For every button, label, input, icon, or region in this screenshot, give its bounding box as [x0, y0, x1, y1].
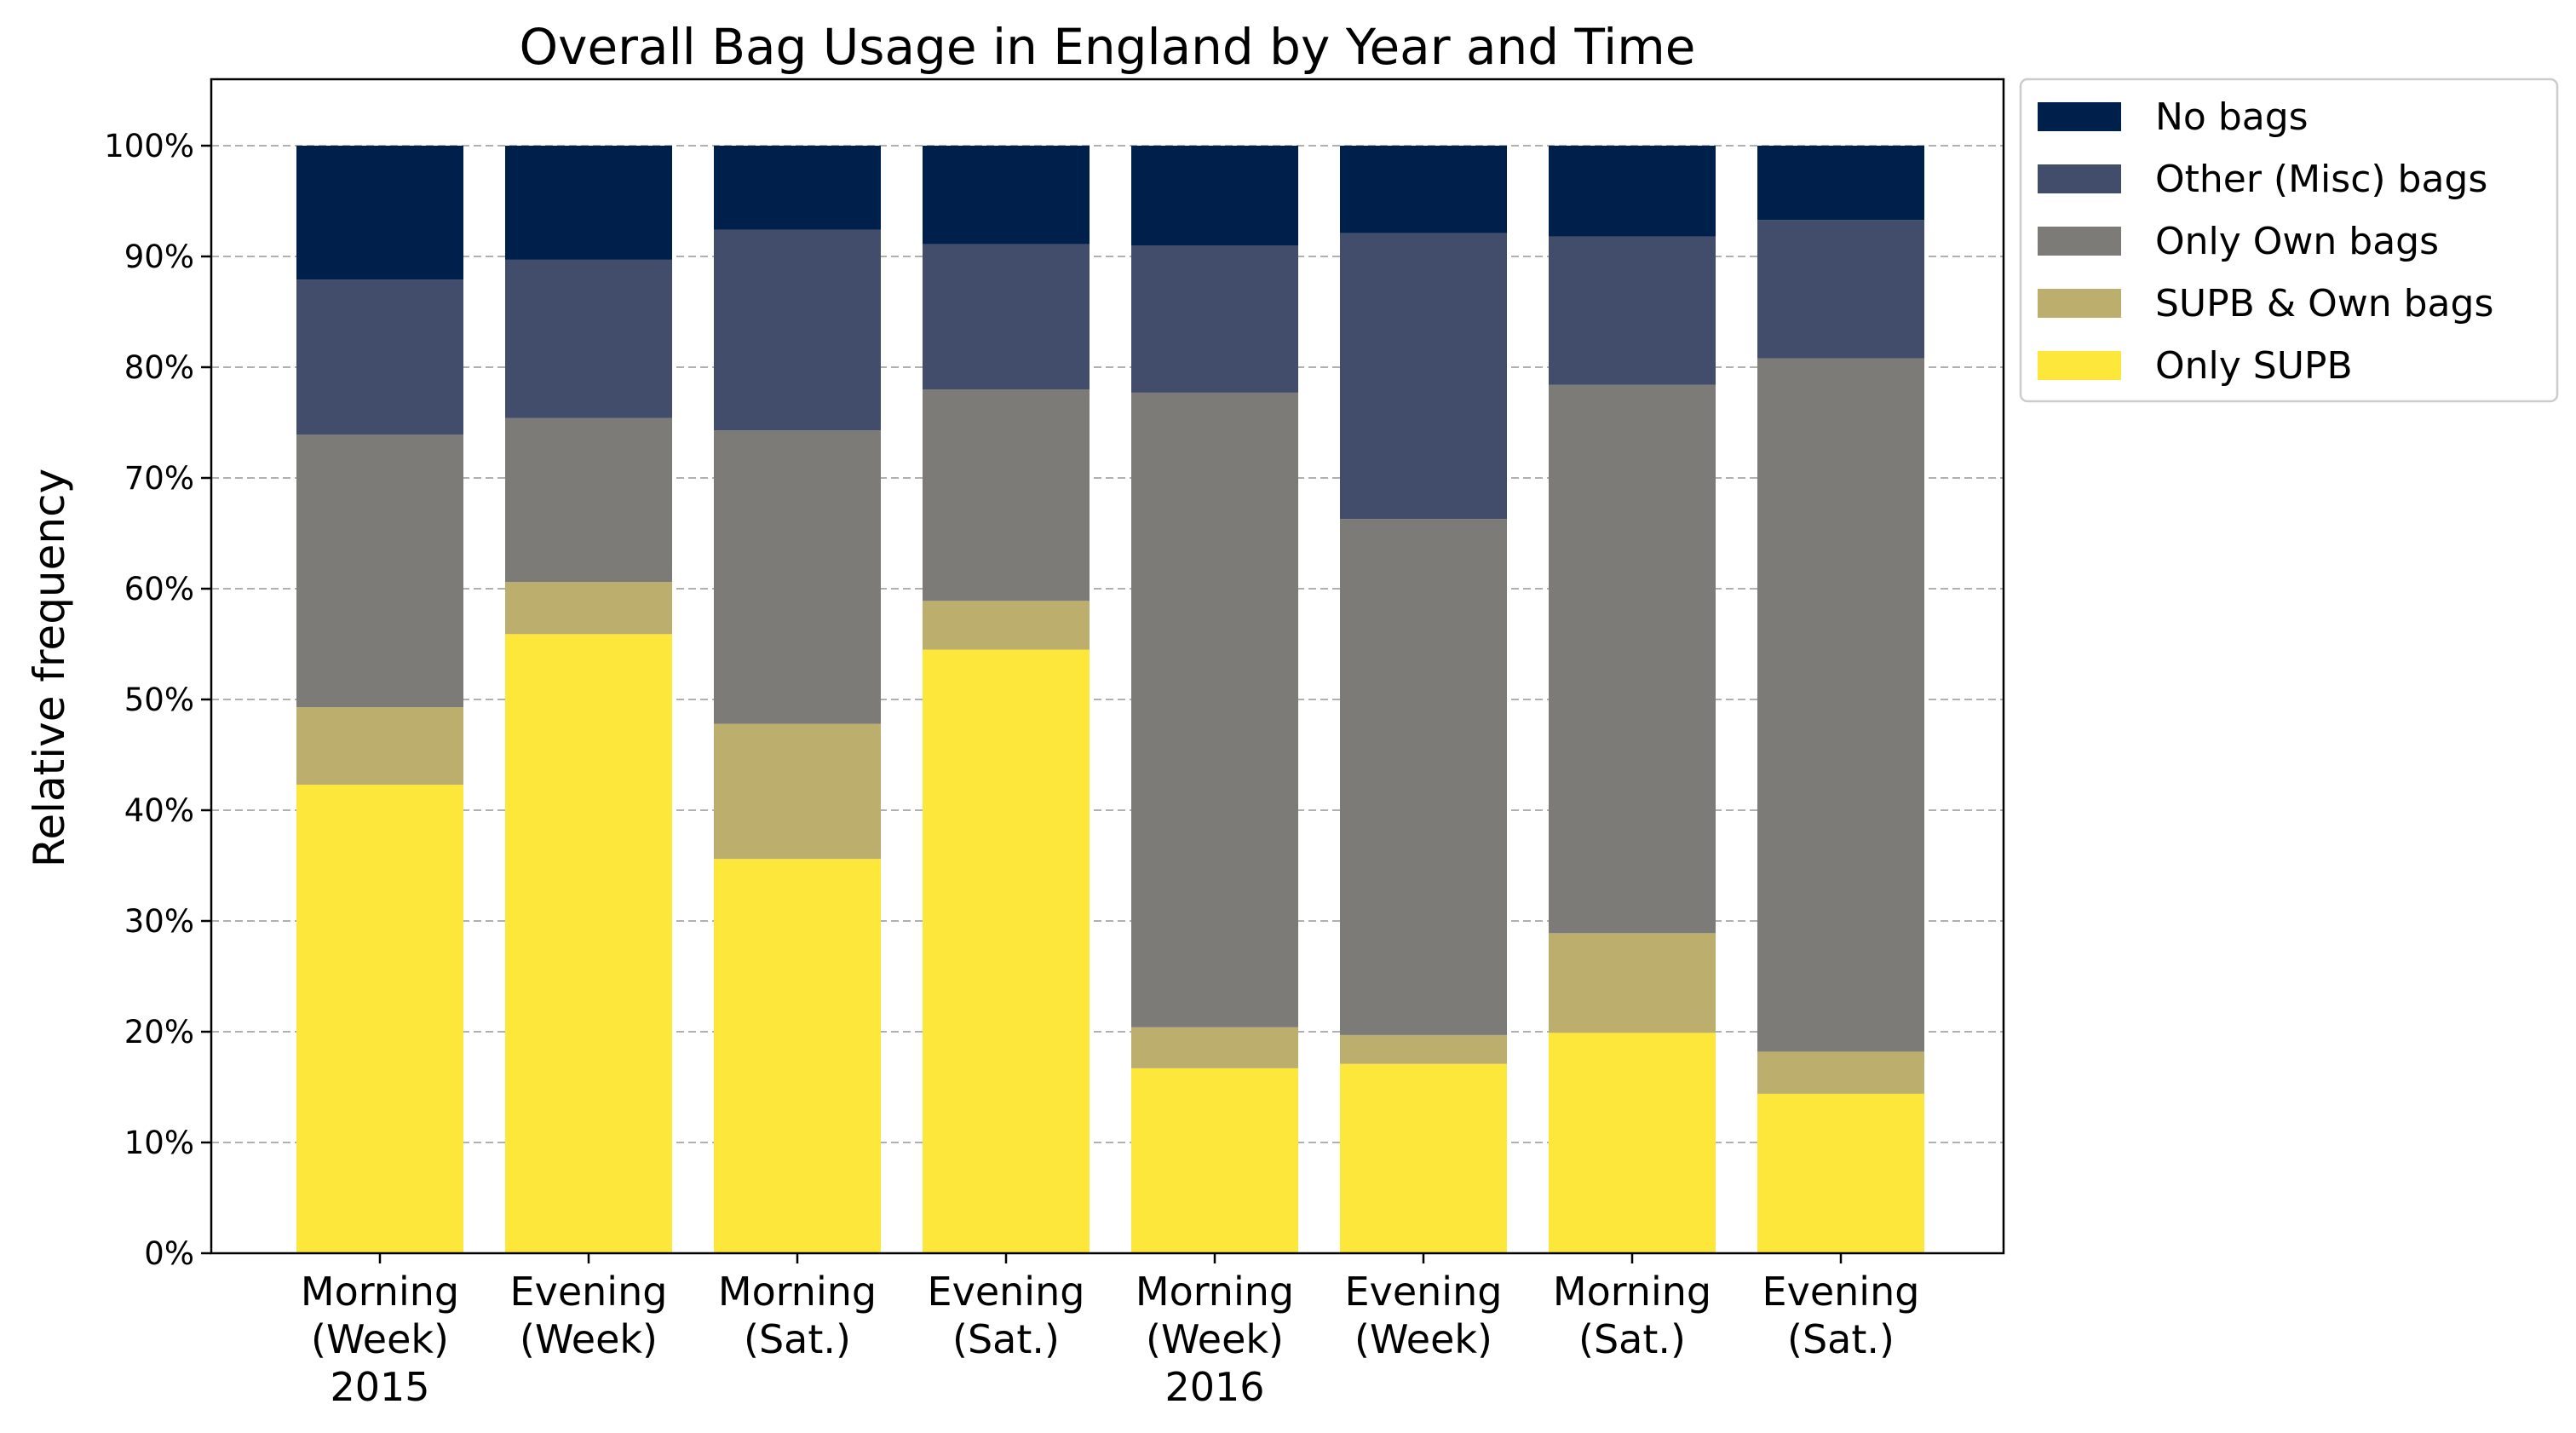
- y-axis-label: Relative frequency: [25, 469, 74, 867]
- x-tick-label: Morning: [718, 1269, 877, 1315]
- legend: No bags Other (Misc) bags Only Own bags SUP…: [2019, 78, 2559, 403]
- y-tick-label: 70%: [124, 460, 194, 497]
- legend-frame: [2019, 78, 2559, 403]
- legend-swatch: [2038, 351, 2121, 380]
- bar-segment: [923, 601, 1090, 650]
- bar-segment: [923, 244, 1090, 389]
- bar-segment: [505, 634, 672, 1253]
- bar-segment: [1757, 220, 1924, 359]
- bar-segment: [1131, 392, 1298, 1027]
- y-tick-label: 50%: [124, 682, 194, 718]
- bar-segment: [1549, 236, 1716, 385]
- bar-segment: [1340, 1034, 1507, 1064]
- legend-label: Only Own bags: [2155, 220, 2439, 263]
- legend-label: SUPB & Own bags: [2155, 282, 2493, 325]
- x-tick-label: Evening: [510, 1269, 668, 1315]
- y-tick-label: 30%: [124, 903, 194, 940]
- x-tick-label: Morning: [1553, 1269, 1711, 1315]
- bar-segment: [1549, 1033, 1716, 1253]
- bar-segment: [714, 430, 881, 724]
- bars-group: [296, 146, 1924, 1253]
- bar-segment: [1757, 146, 1924, 221]
- x-tick-label: Evening: [1762, 1269, 1920, 1315]
- legend-swatch: [2038, 102, 2121, 131]
- bar-segment: [1757, 1093, 1924, 1253]
- y-tick-label: 80%: [124, 349, 194, 386]
- bar-segment: [1549, 933, 1716, 1033]
- y-tick-label: 20%: [124, 1014, 194, 1050]
- bar-segment: [1131, 146, 1298, 245]
- bar-segment: [296, 435, 463, 708]
- bar-segment: [296, 279, 463, 435]
- y-tick-label: 90%: [124, 239, 194, 275]
- bar-segment: [923, 146, 1090, 245]
- legend-label: No bags: [2155, 95, 2309, 139]
- bar-segment: [714, 146, 881, 230]
- bar-segment: [1340, 146, 1507, 233]
- y-axis-ticks: 0% 10% 20% 30% 40% 50% 60% 70% 80% 90% 100%: [104, 128, 211, 1272]
- bar-segment: [296, 785, 463, 1253]
- y-tick-label: 60%: [124, 571, 194, 607]
- legend-swatch: [2038, 164, 2121, 193]
- legend-label: Only SUPB: [2155, 344, 2353, 388]
- grid-lines: [211, 145, 2004, 1143]
- bar-segment: [714, 229, 881, 431]
- x-axis-ticks: Morning(Week)2015Evening(Week)Morning(Sa…: [301, 1253, 1920, 1410]
- plot-frame: [210, 78, 2005, 1255]
- x-tick-label: (Week): [520, 1316, 658, 1362]
- x-tick-label: (Sat.): [952, 1316, 1060, 1362]
- bar-segment: [1549, 384, 1716, 934]
- chart-title: Overall Bag Usage in England by Year and…: [520, 18, 1696, 76]
- legend-label: Other (Misc) bags: [2155, 158, 2487, 201]
- bar-segment: [1340, 233, 1507, 520]
- bar-segment: [296, 146, 463, 280]
- bar-segment: [505, 146, 672, 260]
- y-tick-label: 100%: [104, 128, 194, 164]
- x-tick-label: (Sat.): [744, 1316, 851, 1362]
- bar-segment: [923, 389, 1090, 601]
- x-tick-label: 2015: [330, 1364, 429, 1410]
- bar-segment: [1131, 1027, 1298, 1068]
- bar-segment: [1340, 519, 1507, 1035]
- legend-swatch: [2038, 227, 2121, 256]
- x-tick-label: (Sat.): [1787, 1316, 1895, 1362]
- x-tick-label: (Week): [1146, 1316, 1284, 1362]
- y-tick-label: 10%: [124, 1125, 194, 1161]
- x-tick-label: Evening: [928, 1269, 1085, 1315]
- bar-segment: [1757, 358, 1924, 1052]
- x-tick-label: Morning: [301, 1269, 459, 1315]
- bar-segment: [714, 859, 881, 1253]
- x-tick-label: (Week): [311, 1316, 449, 1362]
- x-tick-label: (Week): [1354, 1316, 1492, 1362]
- x-tick-label: (Sat.): [1578, 1316, 1686, 1362]
- bar-segment: [1340, 1063, 1507, 1253]
- bar-segment: [1131, 1068, 1298, 1253]
- bar-segment: [505, 259, 672, 418]
- bar-segment: [1131, 245, 1298, 393]
- bar-segment: [505, 582, 672, 635]
- bar-segment: [296, 707, 463, 786]
- x-tick-label: 2016: [1164, 1364, 1264, 1410]
- x-tick-label: Morning: [1136, 1269, 1294, 1315]
- bar-segment: [1549, 146, 1716, 237]
- bar-segment: [1757, 1051, 1924, 1094]
- bar-segment: [923, 649, 1090, 1253]
- y-tick-label: 40%: [124, 792, 194, 829]
- bar-segment: [505, 417, 672, 583]
- bar-segment: [714, 723, 881, 860]
- legend-swatch: [2038, 289, 2121, 318]
- x-tick-label: Evening: [1345, 1269, 1503, 1315]
- y-tick-label: 0%: [144, 1235, 194, 1272]
